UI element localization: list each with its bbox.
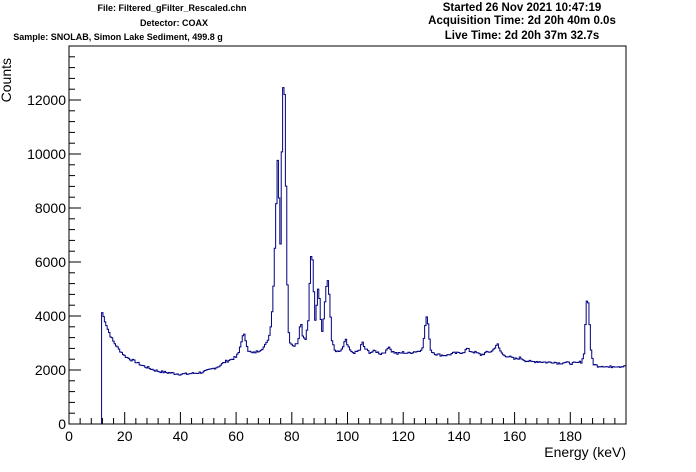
y-tick-label: 2000 bbox=[35, 362, 66, 378]
y-tick-label: 4000 bbox=[35, 308, 66, 324]
x-tick-label: 20 bbox=[117, 428, 133, 444]
file-label: File: Filtered_gFilter_Rescaled.chn bbox=[97, 3, 247, 13]
y-tick-label: 6000 bbox=[35, 254, 66, 270]
plot-frame bbox=[68, 45, 627, 425]
x-axis-title: Energy (keV) bbox=[544, 444, 626, 460]
x-tick-label: 180 bbox=[559, 428, 583, 444]
x-tick-label: 120 bbox=[392, 428, 416, 444]
live-time-label: Live Time: 2d 20h 37m 32.7s bbox=[444, 30, 600, 42]
x-tick-label: 100 bbox=[336, 428, 360, 444]
acquisition-time-label: Acquisition Time: 2d 20h 40m 0.0s bbox=[428, 15, 616, 27]
header-info: File: Filtered_gFilter_Rescaled.chn Dete… bbox=[0, 0, 696, 46]
x-tick-label: 60 bbox=[228, 428, 244, 444]
detector-label: Detector: COAX bbox=[139, 18, 209, 28]
x-tick-label: 80 bbox=[284, 428, 300, 444]
y-axis-title: Counts bbox=[0, 58, 14, 102]
x-tick-label: 40 bbox=[173, 428, 189, 444]
spectrum-series-line bbox=[101, 87, 626, 424]
x-tick-label: 140 bbox=[447, 428, 471, 444]
started-label: Started 26 Nov 2021 10:47:19 bbox=[442, 2, 602, 14]
y-tick-label: 10000 bbox=[27, 146, 66, 162]
sample-label: Sample: SNOLAB, Simon Lake Sediment, 499… bbox=[13, 32, 223, 42]
x-tick-label: 160 bbox=[503, 428, 527, 444]
y-tick-label: 12000 bbox=[27, 92, 66, 108]
x-tick-label: 0 bbox=[65, 428, 73, 444]
y-tick-label: 8000 bbox=[35, 200, 66, 216]
y-tick-label: 0 bbox=[58, 416, 66, 432]
